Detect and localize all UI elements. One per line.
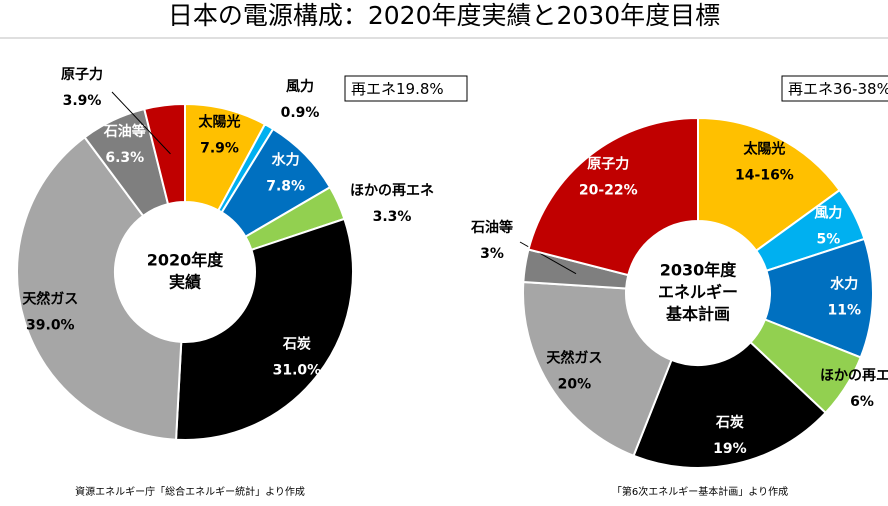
slice-value-label: 3% bbox=[480, 246, 504, 262]
slice-value-label: 14-16% bbox=[735, 168, 794, 184]
slice-label: 石炭 bbox=[715, 414, 744, 431]
slice-value-label: 7.8% bbox=[266, 179, 305, 195]
slice bbox=[522, 280, 673, 458]
source-note: 「第6次エネルギー基本計画」より作成 bbox=[612, 485, 788, 498]
slice-value-label: 19% bbox=[713, 441, 747, 457]
slice-label: ほかの再エネ bbox=[820, 368, 888, 384]
slice-value-label: 3.3% bbox=[373, 209, 412, 225]
center-label: 実績 bbox=[169, 273, 201, 292]
annotation: 再エネ36-38% bbox=[788, 80, 888, 98]
slice-value-label: 20-22% bbox=[579, 182, 638, 198]
slice-label: ほかの再エネ bbox=[350, 183, 434, 199]
slice-label: 天然ガス bbox=[546, 349, 602, 366]
slice-label: 太陽光 bbox=[743, 141, 785, 158]
slice bbox=[527, 116, 699, 277]
slice-value-label: 7.9% bbox=[200, 141, 239, 157]
slice-label: 水力 bbox=[830, 276, 858, 293]
slice-label: 風力 bbox=[814, 205, 842, 222]
slice bbox=[697, 116, 841, 253]
page-title: 日本の電源構成：2020年度実績と2030年度目標 bbox=[168, 1, 720, 30]
slice-value-label: 6% bbox=[850, 394, 874, 410]
slice-value-label: 39.0% bbox=[26, 318, 75, 334]
slice-value-label: 6.3% bbox=[105, 150, 144, 166]
slice-label: 原子力 bbox=[61, 66, 103, 83]
slice bbox=[143, 102, 186, 206]
annotation-box bbox=[344, 75, 468, 102]
slice-value-label: 0.9% bbox=[281, 105, 320, 121]
slice-value-label: 3.9% bbox=[63, 93, 102, 109]
slice-label: 石油等 bbox=[470, 219, 513, 236]
center-label: 2020年度 bbox=[147, 251, 225, 270]
slice-label: 石炭 bbox=[282, 335, 311, 352]
slice-value-label: 20% bbox=[558, 376, 592, 392]
slice-value-label: 5% bbox=[817, 232, 841, 248]
annotation-box bbox=[781, 75, 888, 102]
slice-label: 石油等 bbox=[103, 123, 146, 140]
center-label: エネルギー bbox=[658, 283, 738, 302]
slice-value-label: 11% bbox=[828, 303, 862, 319]
slice bbox=[174, 217, 354, 441]
source-note: 資源エネルギー庁「総合エネルギー統計」より作成 bbox=[75, 485, 305, 498]
slice-label: 水力 bbox=[272, 152, 300, 169]
slice-label: 天然ガス bbox=[22, 291, 78, 308]
slice-value-label: 31.0% bbox=[273, 362, 322, 378]
slice bbox=[632, 340, 827, 469]
center-label: 基本計画 bbox=[665, 305, 730, 324]
slice-label: 原子力 bbox=[587, 155, 629, 172]
leader-line bbox=[111, 91, 171, 155]
slice-label: 風力 bbox=[286, 78, 314, 95]
slice-label: 太陽光 bbox=[199, 114, 241, 131]
annotation: 再エネ19.8% bbox=[351, 80, 444, 98]
center-label: 2030年度 bbox=[660, 261, 738, 280]
